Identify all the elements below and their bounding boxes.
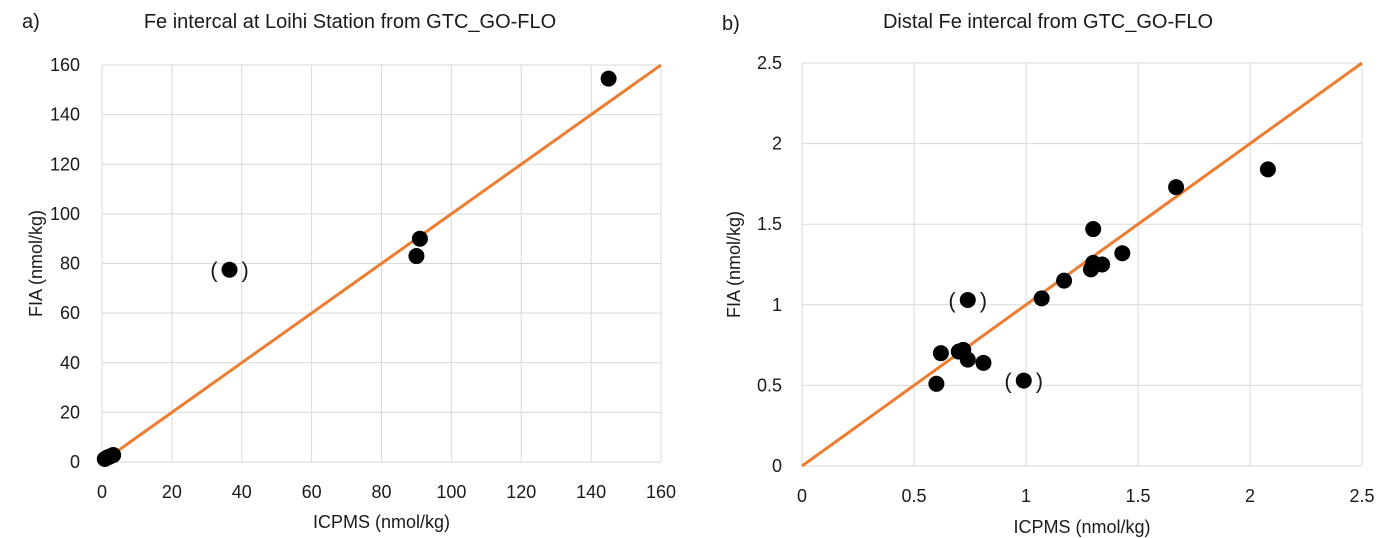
y-axis-label: FIA (nmol/kg): [724, 211, 744, 318]
x-tick-label: 1.5: [1125, 486, 1150, 506]
x-axis-label: ICPMS (nmol/kg): [313, 512, 450, 532]
data-point: [1056, 272, 1073, 289]
data-point: [1094, 256, 1111, 273]
x-tick-label: 80: [371, 482, 391, 502]
one-to-one-line: [101, 63, 662, 464]
y-tick-label: 160: [50, 55, 80, 75]
chart-panel-a: a) Fe intercal at Loihi Station from GTC_…: [22, 11, 676, 532]
excluded-data-point: [1015, 372, 1032, 389]
one-to-one-line: [801, 61, 1363, 468]
chart-title: Fe intercal at Loihi Station from GTC_GO…: [144, 11, 556, 33]
data-point: [105, 447, 122, 464]
data-point: [1114, 245, 1131, 262]
y-tick-label: 40: [60, 353, 80, 373]
x-tick-label: 0: [97, 482, 107, 502]
y-axis-label: FIA (nmol/kg): [26, 210, 46, 317]
close-paren-mark: ): [1036, 369, 1043, 394]
y-tick-label: 140: [50, 105, 80, 125]
x-axis-label: ICPMS (nmol/kg): [1013, 517, 1150, 537]
data-point: [975, 354, 992, 371]
x-tick-label: 1: [1021, 486, 1031, 506]
data-point: [1085, 221, 1102, 238]
x-tick-label: 2.5: [1349, 486, 1374, 506]
x-tick-label: 120: [506, 482, 536, 502]
chart-title: Distal Fe intercal from GTC_GO-FLO: [883, 11, 1213, 33]
x-tick-label: 0: [797, 486, 807, 506]
y-tick-label: 2.5: [757, 53, 782, 73]
y-tick-label: 0.5: [757, 375, 782, 395]
data-point: [600, 70, 617, 87]
x-tick-label: 0.5: [901, 486, 926, 506]
x-tick-label: 2: [1245, 486, 1255, 506]
open-paren-mark: (: [948, 288, 956, 313]
y-tick-label: 80: [60, 254, 80, 274]
open-paren-mark: (: [1004, 369, 1012, 394]
y-tick-label: 60: [60, 303, 80, 323]
y-tick-label: 1.5: [757, 214, 782, 234]
data-point: [408, 248, 425, 265]
close-paren-mark: ): [242, 258, 249, 283]
open-paren-mark: (: [210, 258, 218, 283]
excluded-data-point: [959, 291, 976, 308]
x-tick-label: 40: [232, 482, 252, 502]
chart-panel-b: b) Distal Fe intercal from GTC_GO-FLO 0 0.5…: [722, 11, 1375, 537]
y-tick-label: 120: [50, 154, 80, 174]
x-tick-label: 140: [576, 482, 606, 502]
x-tick-label: 160: [646, 482, 676, 502]
data-point: [959, 351, 976, 368]
data-point: [1259, 161, 1276, 178]
data-point: [928, 375, 945, 392]
x-tick-label: 20: [162, 482, 182, 502]
y-tick-label: 20: [60, 402, 80, 422]
panel-label: a): [22, 11, 40, 33]
close-paren-mark: ): [980, 288, 987, 313]
data-point: [411, 230, 428, 247]
x-tick-label: 60: [302, 482, 322, 502]
data-point: [1168, 179, 1185, 196]
data-point: [1033, 290, 1050, 307]
y-tick-label: 0: [70, 452, 80, 472]
excluded-data-point: [221, 261, 238, 278]
x-tick-label: 100: [436, 482, 466, 502]
y-tick-label: 1: [772, 295, 782, 315]
panel-label: b): [722, 13, 740, 35]
y-tick-label: 2: [772, 134, 782, 154]
y-tick-label: 100: [50, 204, 80, 224]
y-tick-label: 0: [772, 456, 782, 476]
data-point: [932, 345, 949, 362]
